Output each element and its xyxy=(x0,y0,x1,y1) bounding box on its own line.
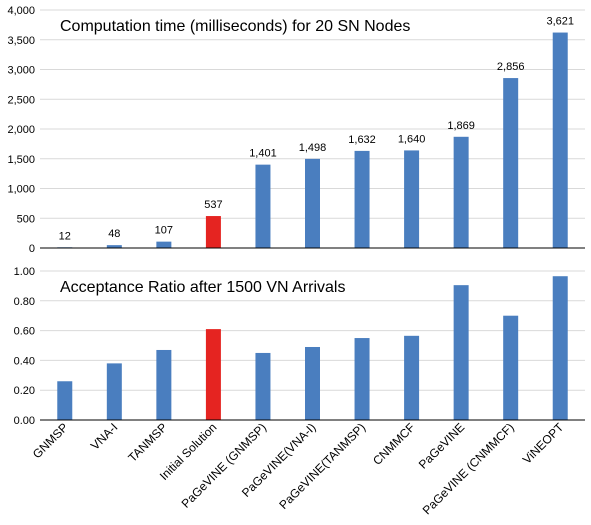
acceptance-ratio-chart: 0.00 0.20 0.40 0.60 0.80 1.00 Acceptance Rati… xyxy=(14,266,585,427)
y-tick-label: 1.00 xyxy=(14,266,35,278)
bar xyxy=(305,158,320,248)
bar xyxy=(255,164,271,248)
bar xyxy=(156,349,172,420)
category-label: CNMMCF xyxy=(370,420,418,468)
bar xyxy=(453,136,469,248)
bar xyxy=(255,352,271,420)
y-tick-label: 0.40 xyxy=(14,355,35,367)
bar xyxy=(156,241,172,248)
category-label: PaGeVINE xyxy=(416,420,467,471)
data-label: 1,632 xyxy=(348,134,376,146)
bar xyxy=(552,276,568,420)
y-tick-label: 0.60 xyxy=(14,326,35,338)
bar xyxy=(205,216,221,248)
bar xyxy=(404,335,420,420)
y-tick-label: 4,000 xyxy=(7,5,35,17)
computation-time-chart: 05001,0001,5002,0002,5003,0003,5004,000 … xyxy=(7,5,585,255)
bar xyxy=(503,78,519,249)
category-label: PaGeVINE (GNMSP) xyxy=(179,420,270,511)
category-label: VNA-I xyxy=(88,420,121,453)
data-label: 107 xyxy=(155,225,173,237)
bar xyxy=(305,346,320,420)
bar xyxy=(205,329,221,420)
bar xyxy=(453,285,469,420)
y-tick-label: 0.20 xyxy=(14,385,35,397)
bar xyxy=(106,245,122,248)
data-label: 1,498 xyxy=(299,142,327,154)
bar xyxy=(404,150,420,248)
bar xyxy=(354,338,370,420)
data-label: 1,869 xyxy=(447,120,475,132)
category-label: TANMSP xyxy=(125,420,170,465)
y-tick-label: 1,500 xyxy=(7,154,35,166)
category-label: PaGeVINE (CNMMCF) xyxy=(420,420,517,517)
y-tick-label: 0.00 xyxy=(14,415,35,427)
data-label: 3,621 xyxy=(546,16,574,28)
y-tick-label: 3,500 xyxy=(7,35,35,47)
y-tick-label: 0 xyxy=(29,243,35,255)
category-label: PaGeVINE(TANMSP) xyxy=(276,420,368,512)
data-label: 1,401 xyxy=(249,148,277,160)
y-tick-label: 2,500 xyxy=(7,94,35,106)
data-label: 48 xyxy=(108,228,120,240)
bar xyxy=(354,150,370,248)
y-tick-label: 500 xyxy=(17,213,35,225)
data-label: 1,640 xyxy=(398,133,426,145)
category-label: GNMSP xyxy=(30,420,71,461)
bar xyxy=(503,315,519,420)
data-label: 12 xyxy=(59,230,71,242)
bar xyxy=(57,381,73,420)
chart-title: Computation time (milliseconds) for 20 S… xyxy=(60,18,410,35)
y-tick-label: 3,000 xyxy=(7,65,35,77)
y-tick-label: 2,000 xyxy=(7,124,35,136)
y-tick-label: 1,000 xyxy=(7,184,35,196)
category-label: ViNEOPT xyxy=(520,420,567,467)
data-label: 537 xyxy=(204,199,222,211)
chart-title: Acceptance Ratio after 1500 VN Arrivals xyxy=(60,279,345,296)
y-tick-label: 0.80 xyxy=(14,296,35,308)
data-label: 2,856 xyxy=(497,61,525,73)
bar xyxy=(552,32,568,248)
bar xyxy=(106,363,122,420)
